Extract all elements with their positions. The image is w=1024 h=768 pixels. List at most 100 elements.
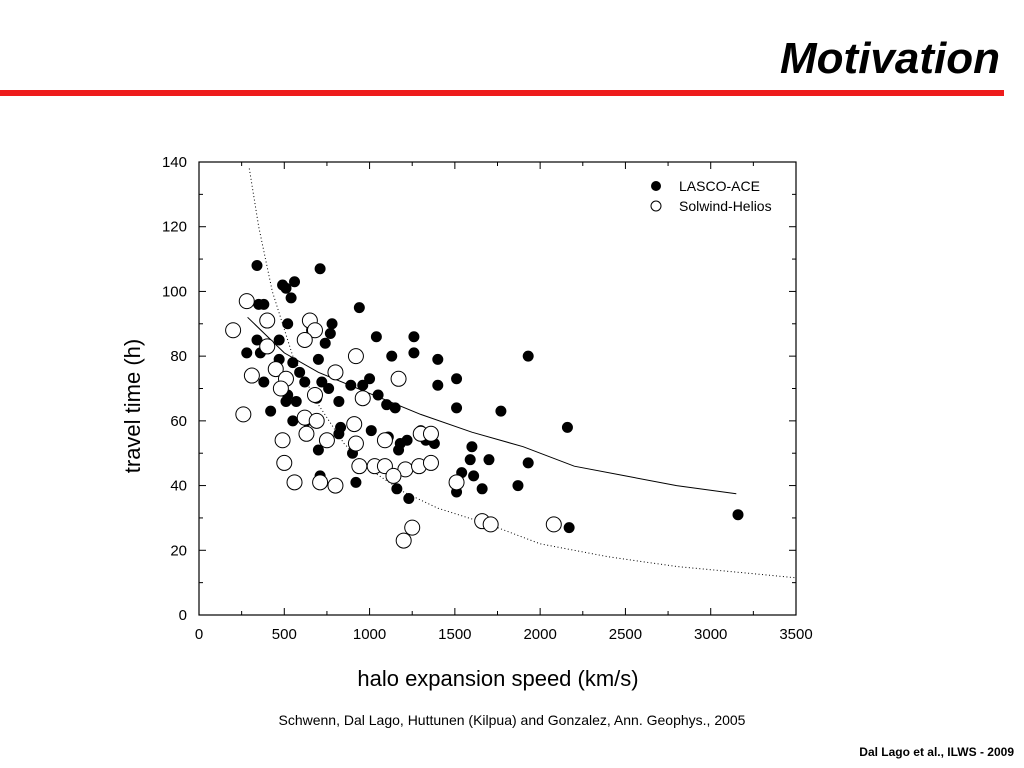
lasco-ace-point [289, 276, 301, 288]
lasco-ace-point [323, 383, 335, 394]
y-tick-label: 100 [162, 283, 187, 300]
lasco-ace-point [391, 483, 403, 495]
lasco-ace-point [299, 376, 311, 388]
lasco-ace-point [432, 353, 444, 365]
lasco-ace-point [280, 282, 292, 294]
lasco-ace-point [464, 454, 476, 466]
y-axis-label: travel time (h) [120, 339, 145, 473]
x-tick-label: 3500 [779, 626, 812, 643]
y-tick-label: 60 [170, 413, 187, 430]
x-tick-label: 500 [272, 626, 297, 643]
lasco-ace-point [408, 331, 420, 343]
solwind-helios-point [235, 406, 252, 423]
y-axis: 0 20 40 60 80 100 120 140 [162, 154, 796, 624]
solwind-helios-point [318, 432, 335, 449]
y-tick-label: 20 [170, 542, 187, 559]
x-tick-label: 0 [195, 626, 203, 643]
lasco-ace-point [282, 318, 294, 330]
solwind-helios-point [259, 338, 276, 355]
lasco-ace-point [285, 292, 297, 304]
dotted-curve [248, 168, 797, 579]
solwind-helios-point [286, 474, 303, 491]
lasco-ace-point [389, 402, 401, 414]
solwind-helios-point [276, 454, 293, 471]
lasco-ace-point [314, 263, 326, 275]
lasco-ace-point [563, 522, 575, 534]
solwind-helios-point [327, 477, 344, 494]
y-tick-label: 0 [179, 607, 187, 624]
fit-curve [247, 316, 737, 495]
lasco-ace-point [495, 405, 507, 417]
solwind-helios-point [346, 416, 363, 433]
lasco-ace-point [345, 379, 357, 391]
solwind-helios-point [422, 454, 439, 471]
lasco-ace-point [468, 470, 480, 482]
solwind-helios-point [296, 331, 313, 348]
solwind-helios-point [448, 474, 465, 491]
lasco-ace-point [312, 353, 324, 365]
x-tick-label: 2500 [609, 626, 642, 643]
lasco-ace-point [251, 334, 263, 346]
solwind-helios-point [422, 425, 439, 442]
solwind-helios-point [347, 348, 364, 365]
lasco-ace-point [290, 395, 302, 407]
lasco-ace-point [522, 457, 534, 469]
lasco-ace-point [393, 444, 405, 456]
title-rule [0, 90, 1004, 96]
x-axis: 0 500 1000 1500 2000 2500 3000 3500 [195, 162, 813, 643]
lasco-ace-point [403, 493, 415, 505]
solwind-helios-point [267, 361, 284, 378]
lasco-ace-point [483, 454, 495, 466]
lasco-ace-point [316, 376, 328, 388]
solwind-helios-point [327, 364, 344, 381]
solwind-helios-point [385, 467, 402, 484]
lasco-ace-point [372, 389, 384, 401]
lasco-ace-point [561, 421, 573, 433]
x-tick-label: 1000 [353, 626, 386, 643]
lasco-ace-point [251, 260, 263, 272]
lasco-ace-point [512, 480, 524, 492]
solwind-helios-point [312, 474, 329, 491]
y-tick-label: 80 [170, 348, 187, 365]
y-tick-label: 120 [162, 219, 187, 236]
lasco-ace-point [333, 395, 345, 407]
lasco-ace-point [326, 318, 338, 330]
solwind-helios-point [306, 322, 323, 339]
x-tick-label: 1500 [438, 626, 471, 643]
legend-marker [651, 181, 661, 191]
lasco-ace-point [258, 376, 270, 388]
lasco-ace-point [476, 483, 488, 495]
lasco-ace-point [258, 298, 270, 310]
lasco-ace-point [287, 357, 299, 369]
slide-title: Motivation [780, 34, 1000, 83]
solwind-helios-point [308, 412, 325, 429]
lasco-ace-point [408, 347, 420, 359]
solwind-helios-point [404, 519, 421, 536]
legend-label: Solwind-Helios [679, 198, 772, 214]
lasco-ace-point [280, 395, 292, 407]
lasco-ace-point [365, 425, 377, 437]
lasco-ace-point [451, 373, 463, 385]
lasco-ace-point [294, 366, 306, 378]
solwind-helios-point [354, 390, 371, 407]
solwind-helios-point [347, 435, 364, 452]
lasco-ace-point [333, 428, 345, 440]
solwind-helios-point [351, 458, 368, 475]
lasco-ace-point [312, 444, 324, 456]
solwind-helios-point [238, 293, 255, 310]
lasco-ace-point [432, 379, 444, 391]
lasco-ace-point [287, 415, 299, 427]
legend: LASCO-ACE Solwind-Helios [650, 178, 772, 214]
lasco-ace-point [353, 302, 365, 314]
solwind-helios-point [298, 425, 315, 442]
lasco-ace-point [401, 434, 413, 446]
lasco-ace-point [451, 402, 463, 414]
lasco-ace-point [466, 441, 478, 453]
lasco-ace-point [324, 327, 336, 339]
footer-credit: Dal Lago et al., ILWS - 2009 [859, 745, 1014, 759]
x-tick-label: 2000 [523, 626, 556, 643]
legend-label: LASCO-ACE [679, 178, 760, 194]
lasco-ace-point [370, 331, 382, 343]
solwind-helios-point [390, 370, 407, 387]
